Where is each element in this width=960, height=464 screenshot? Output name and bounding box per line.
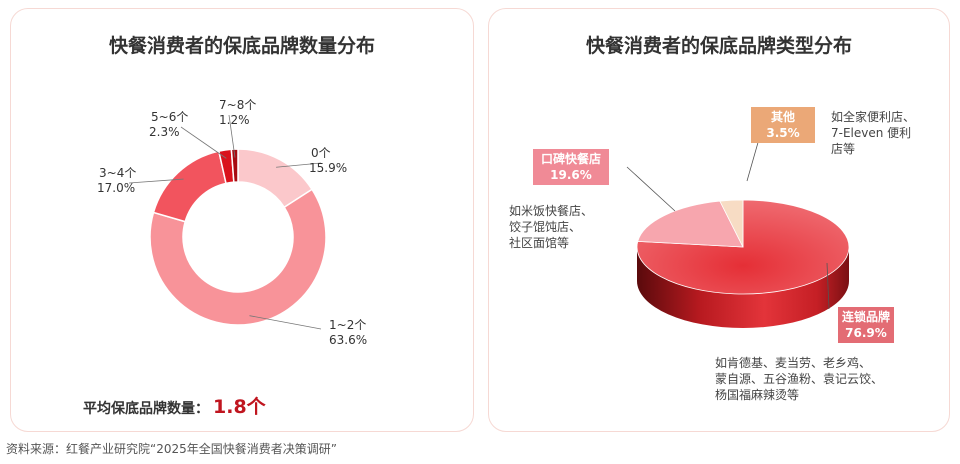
category-description: 如全家便利店、 7-Eleven 便利 店等 [831,110,916,156]
category-tag: 连锁品牌 76.9% [838,307,894,343]
category-tag: 口碑快餐店 19.6% [533,149,609,185]
slice-category-label: 7~8个 [219,98,256,112]
slice-category-label: 5~6个 [151,110,188,124]
chart-title: 快餐消费者的保底品牌类型分布 [585,35,852,57]
category-description: 如肯德基、麦当劳、老乡鸡、 蒙自源、五谷渔粉、袁记云饺、 杨国福麻辣烫等 [715,356,884,402]
brand-count-card: 快餐消费者的保底品牌数量分布 0个 15.9% 1~2个 63.6% 3~4个 17.0%… [10,8,474,432]
average-value: 1.8个 [213,396,266,418]
brand-type-card: 快餐消费者的保底品牌类型分布 连锁品牌 76.9% 如肯德基、麦当劳、老乡鸡、 蒙自… [488,8,950,432]
leader-line [180,126,227,159]
slice-value-label: 1.2% [219,113,250,127]
donut-slice [152,150,227,223]
category-name: 口碑快餐店 [540,152,601,166]
category-value: 76.9% [845,326,887,340]
category-tag: 其他 3.5% [751,107,815,143]
source-note: 资料来源：红餐产业研究院“2025年全国快餐消费者决策调研” [6,442,337,456]
average-annotation: 平均保底品牌数量： 1.8个 [83,392,266,419]
leader-line [249,315,322,330]
leader-line [276,162,322,168]
slice-value-label: 17.0% [97,181,135,195]
pie-slice [719,199,744,248]
category-name: 连锁品牌 [841,310,890,324]
leader-line [746,138,760,182]
category-value: 3.5% [766,126,800,140]
leader-line [626,166,676,212]
pie-slice [637,200,744,248]
leader-line [228,114,236,158]
slice-value-label: 15.9% [309,161,347,175]
slice-value-label: 2.3% [149,125,180,139]
slice-category-label: 1~2个 [329,318,366,332]
leader-line [128,178,184,184]
average-label: 平均保底品牌数量： [83,401,209,417]
slice-category-label: 0个 [311,146,331,160]
category-value: 19.6% [550,168,592,182]
slice-value-label: 63.6% [329,333,367,347]
pie-3d-chart [626,138,850,328]
slice-category-label: 3~4个 [99,166,136,180]
category-description: 如米饭快餐店、 饺子馄饨店、 社区面馆等 [509,204,594,250]
leader-line [826,262,830,310]
chart-title: 快餐消费者的保底品牌数量分布 [108,35,375,57]
donut-slice [149,188,327,326]
category-name: 其他 [770,110,795,124]
